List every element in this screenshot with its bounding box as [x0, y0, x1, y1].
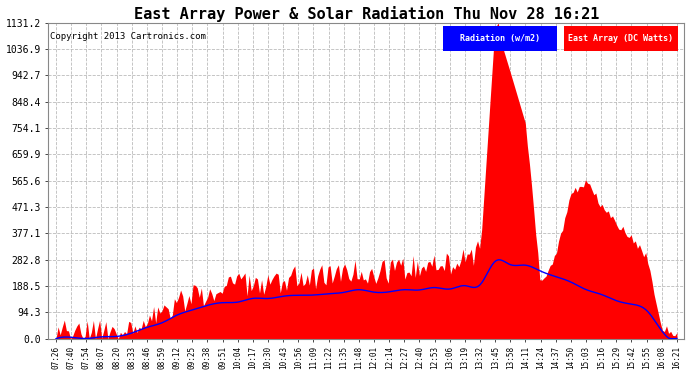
Text: East Array (DC Watts): East Array (DC Watts)	[569, 34, 673, 43]
Text: Copyright 2013 Cartronics.com: Copyright 2013 Cartronics.com	[50, 32, 206, 41]
Title: East Array Power & Solar Radiation Thu Nov 28 16:21: East Array Power & Solar Radiation Thu N…	[134, 6, 599, 21]
FancyBboxPatch shape	[564, 26, 678, 51]
Text: Radiation (w/m2): Radiation (w/m2)	[460, 34, 540, 43]
FancyBboxPatch shape	[443, 26, 558, 51]
